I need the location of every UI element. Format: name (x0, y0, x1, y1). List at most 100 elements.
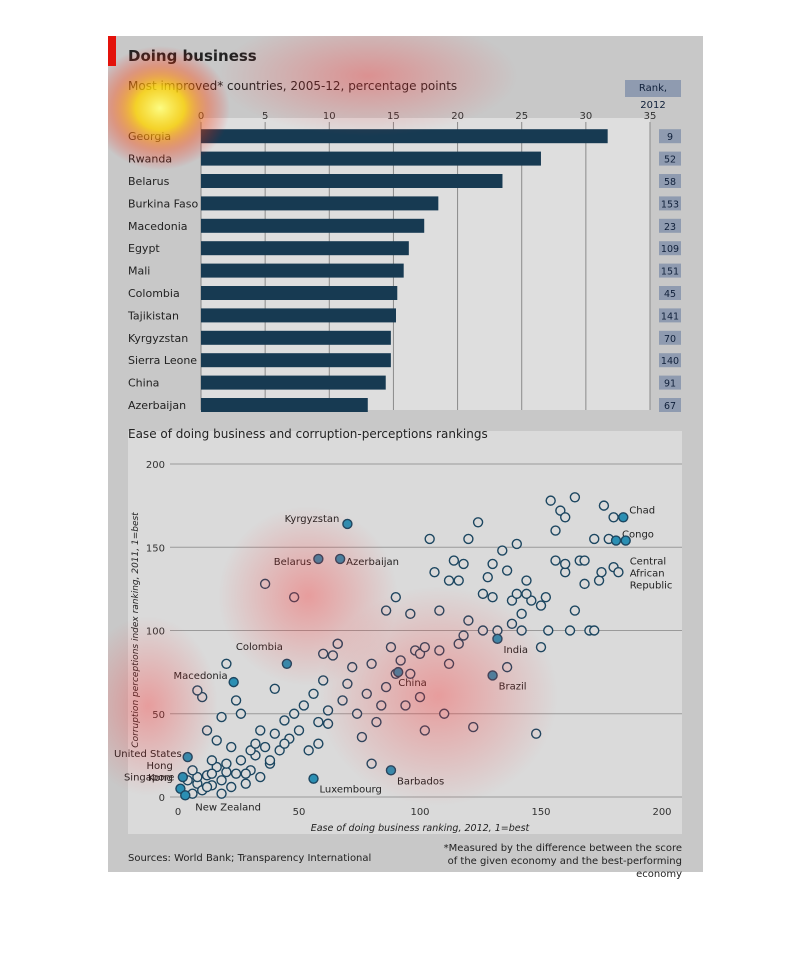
scatter-point (448, 555, 460, 566)
point-label: Kyrgyzstan (285, 514, 340, 525)
bar-mark (201, 218, 425, 233)
scatter-point (322, 718, 334, 729)
bar-category-label: Colombia (128, 287, 180, 300)
scatter-point (366, 758, 377, 769)
scatter-point (216, 788, 227, 799)
scatter-point (434, 605, 445, 616)
rank-box (659, 241, 681, 256)
scatter-point-highlighted (487, 670, 498, 681)
rank-column-header: Rank, 2012 (625, 80, 681, 111)
bar-tick-label: 15 (387, 111, 400, 122)
scatter-point (453, 638, 464, 650)
point-label: India (503, 645, 528, 656)
bar-mark (201, 308, 396, 323)
x-tick-label: 0 (175, 807, 181, 818)
scatter-chart: 0 50 100 150 200 0 50 100 150 200 Ease of doing bu… (114, 460, 682, 834)
scatter-point (608, 512, 619, 523)
y-tick-label: 100 (146, 627, 165, 638)
scatter-point (279, 738, 290, 749)
rank-value: 141 (661, 311, 679, 322)
bar-mark (201, 353, 391, 368)
point-label: Barbados (397, 776, 444, 787)
scatter-point (506, 618, 518, 630)
rank-box (659, 174, 681, 188)
y-tick-label: 200 (146, 460, 165, 471)
scatter-point (569, 492, 581, 503)
page-title: Doing business (128, 47, 257, 65)
scatter-point-highlighted (393, 666, 404, 678)
scatter-point (589, 533, 600, 545)
scatter-point (298, 700, 310, 711)
scatter-point (206, 768, 218, 779)
scatter-point (405, 668, 416, 679)
bar-tick-label: 20 (451, 111, 464, 122)
scatter-point (293, 725, 305, 736)
rank-value: 45 (664, 289, 676, 300)
scatter-point (235, 708, 247, 719)
scatter-point (550, 555, 561, 566)
rank-value: 52 (664, 155, 676, 166)
scatter-point-highlighted (492, 633, 503, 645)
scatter-point (516, 625, 527, 636)
rank-box (659, 353, 681, 368)
scatter-point (351, 708, 363, 719)
scatter-point (589, 625, 600, 636)
scatter-point (596, 567, 607, 578)
scatter-point (313, 738, 324, 749)
bar-category-label: Belarus (128, 175, 170, 188)
bar-category-label: Tajikistan (127, 309, 179, 322)
scatter-point (337, 695, 348, 706)
scatter-point (201, 781, 213, 793)
rank-box (659, 375, 681, 390)
scatter-point (545, 495, 556, 506)
bar-category-label: Georgia (128, 130, 171, 143)
footnote: *Measured by the difference between the … (443, 843, 682, 880)
scatter-point (497, 545, 508, 556)
rank-value: 109 (661, 244, 679, 255)
scatter-point (593, 575, 605, 586)
scatter-point (313, 716, 324, 728)
scatter-point (380, 681, 392, 693)
scatter-point (453, 575, 464, 586)
scatter-point (226, 781, 237, 793)
scatter-point (221, 658, 232, 670)
scatter-point-highlighted (180, 790, 191, 801)
bar-mark (201, 263, 404, 278)
bar-tick-label: 25 (515, 111, 528, 122)
scatter-point (327, 650, 339, 661)
point-label: Congo (622, 530, 654, 541)
rank-value: 23 (664, 222, 676, 233)
x-tick-label: 50 (293, 807, 306, 818)
scatter-point (468, 721, 479, 733)
scatter-point (579, 555, 590, 566)
scatter-point (187, 765, 198, 776)
scatter-point (477, 588, 489, 600)
scatter-point (264, 755, 276, 766)
point-label: Chad (629, 505, 655, 516)
scatter-point (317, 675, 329, 686)
scatter-point (482, 572, 493, 583)
bar-category-label: Burkina Faso (128, 197, 198, 210)
bar-category-label: Sierra Leone (128, 354, 197, 367)
bar-category-label: Rwanda (128, 153, 172, 166)
scatter-point (501, 565, 513, 576)
scatter-point (405, 608, 416, 620)
scatter-point (434, 645, 445, 656)
scatter-point (613, 567, 624, 578)
point-label: Brazil (499, 681, 527, 692)
scatter-chart-title: Ease of doing business and corruption-pe… (128, 427, 488, 441)
x-tick-label: 200 (652, 807, 671, 818)
y-axis-label: Corruption perceptions index ranking, 20… (131, 512, 141, 748)
bar-category-label: China (128, 377, 159, 390)
rank-box (659, 196, 681, 211)
scatter-point (390, 591, 401, 603)
scatter-point (443, 658, 455, 670)
bar-tick-label: 10 (323, 111, 336, 122)
point-label: Hong (147, 761, 173, 772)
scatter-point (371, 716, 382, 728)
scatter-point (443, 575, 455, 586)
scatter-point (560, 512, 571, 523)
point-label: Republic (630, 581, 673, 592)
scatter-point (535, 600, 547, 611)
scatter-point (458, 558, 469, 570)
